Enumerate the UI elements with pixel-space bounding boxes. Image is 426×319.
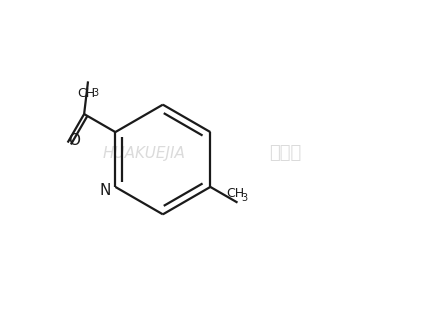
Text: HUAKUEJIA: HUAKUEJIA bbox=[103, 146, 185, 161]
Text: O: O bbox=[69, 133, 81, 148]
Text: 3: 3 bbox=[93, 88, 99, 98]
Text: CH: CH bbox=[78, 87, 95, 100]
Text: 化学加: 化学加 bbox=[269, 144, 301, 162]
Text: CH: CH bbox=[226, 187, 244, 200]
Text: 3: 3 bbox=[242, 193, 248, 203]
Text: N: N bbox=[100, 182, 111, 197]
